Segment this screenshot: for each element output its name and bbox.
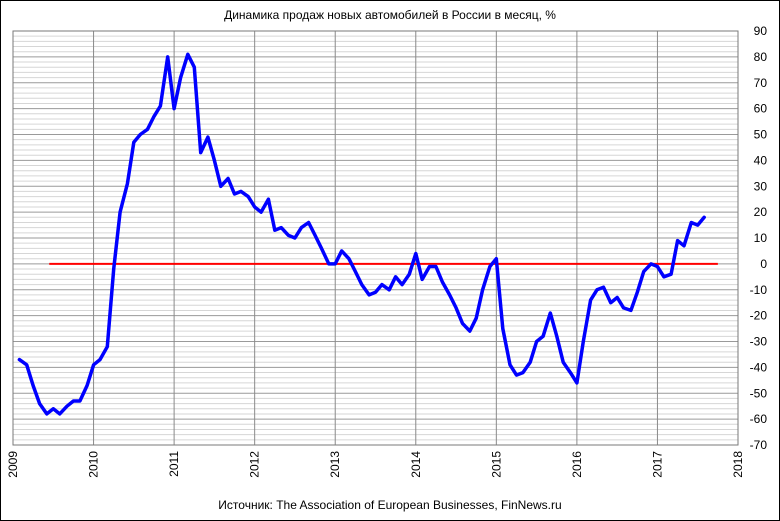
axes [12, 30, 739, 446]
y-tick-label: 20 [754, 205, 768, 219]
x-tick-label: 2013 [328, 451, 342, 478]
series-line [17, 52, 706, 416]
series-group [17, 52, 706, 416]
x-tick-label: 2010 [87, 451, 101, 478]
y-tick-label: 0 [760, 257, 767, 271]
y-tick-label: 50 [754, 128, 768, 142]
x-tick-label: 2009 [6, 451, 20, 478]
x-tick-label: 2016 [570, 451, 584, 478]
y-tick-label: 70 [754, 76, 768, 90]
x-tick-label: 2015 [489, 451, 503, 478]
y-tick-label: -10 [750, 283, 768, 297]
x-axis-ticks: 2009 2010 2011 2012 2013 2014 2015 2016 2017 2018 [6, 451, 745, 478]
x-tick-label: 2017 [650, 451, 664, 478]
x-tick-label: 2018 [731, 451, 745, 478]
y-axis-ticks: 90 80 70 60 50 40 30 20 10 0 -10 -20 -30 -40 -50 -60 -70 [750, 24, 768, 452]
y-tick-label: -50 [750, 386, 768, 400]
y-tick-label: -20 [750, 309, 768, 323]
source-note: Источник: The Association of European Bu… [218, 498, 561, 512]
y-tick-label: -40 [750, 360, 768, 374]
chart-title: Динамика продаж новых автомобилей в Росс… [224, 8, 556, 22]
y-tick-label: -30 [750, 335, 768, 349]
y-tick-label: 80 [754, 50, 768, 64]
x-tick-label: 2012 [248, 451, 262, 478]
x-tick-label: 2011 [167, 451, 181, 477]
y-tick-label: -60 [750, 412, 768, 426]
grid [13, 30, 738, 446]
y-tick-label: 10 [754, 231, 768, 245]
plot-border [12, 30, 739, 446]
x-tick-label: 2014 [409, 451, 423, 478]
y-tick-label: 60 [754, 102, 768, 116]
y-tick-label: -70 [750, 438, 768, 452]
y-tick-label: 90 [754, 24, 768, 38]
y-tick-label: 40 [754, 153, 768, 167]
y-tick-label: 30 [754, 179, 768, 193]
